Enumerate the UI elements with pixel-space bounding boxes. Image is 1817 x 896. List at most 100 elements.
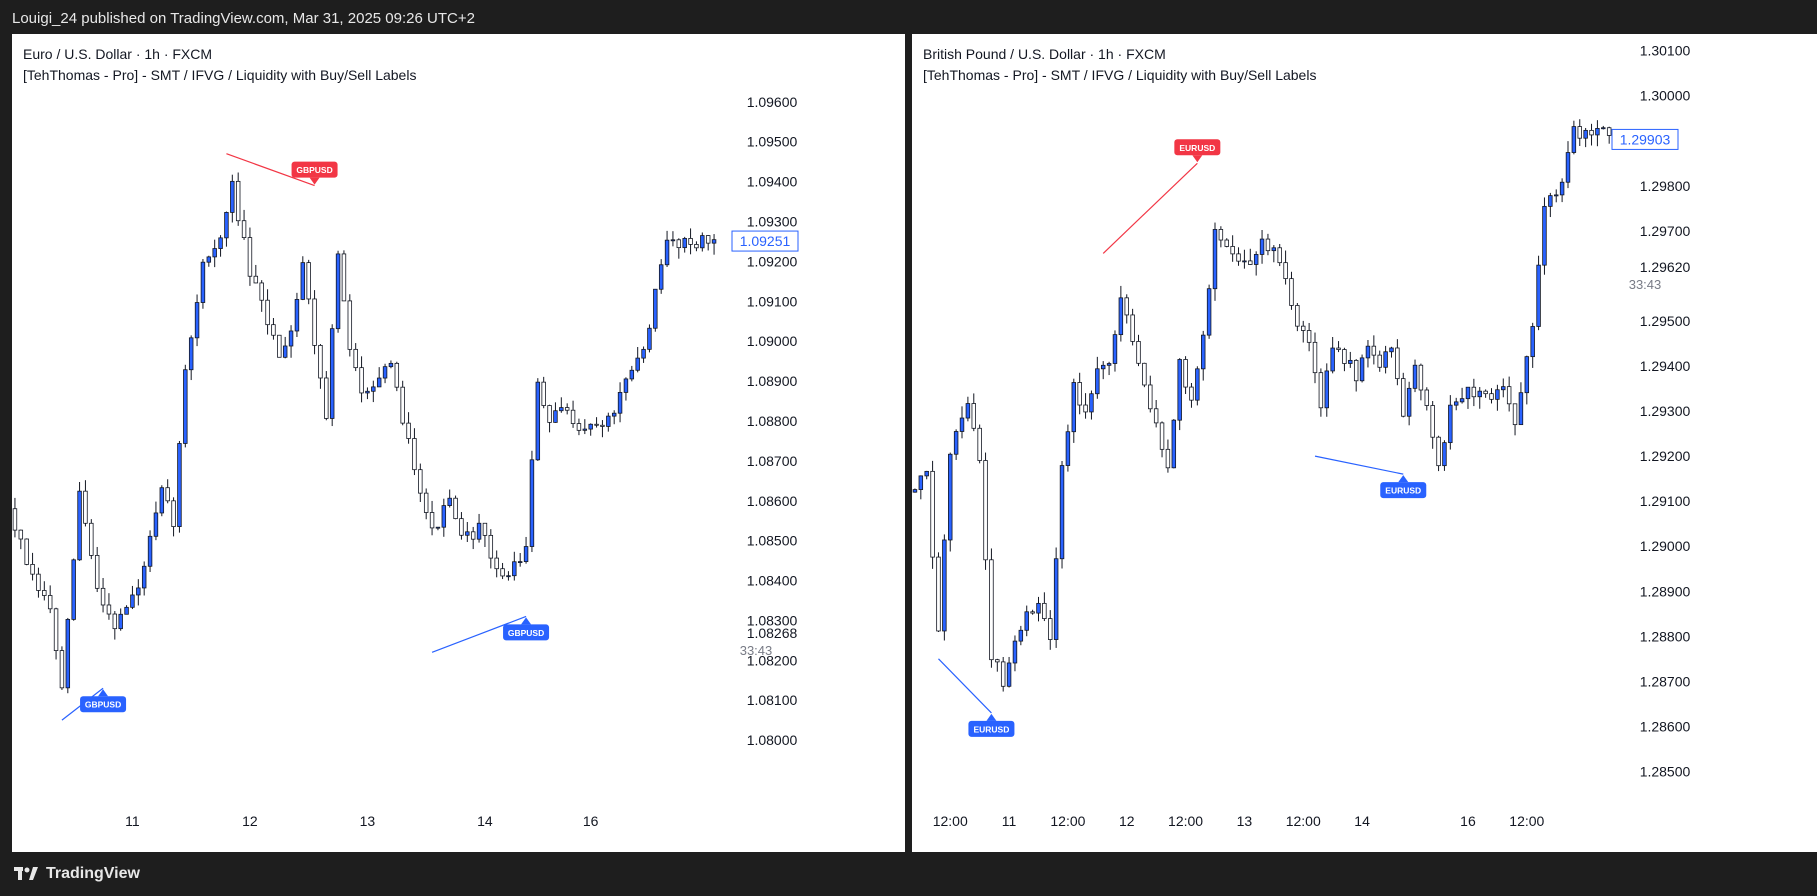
candle-down	[112, 613, 118, 630]
candle-up	[653, 288, 658, 329]
candle-down	[688, 238, 693, 245]
candle-down	[341, 253, 347, 302]
candle-down	[1353, 359, 1359, 382]
candle-up	[1442, 442, 1447, 467]
candle-up	[1106, 363, 1112, 366]
y-tick-label: 1.09200	[747, 253, 798, 269]
candle-down	[353, 348, 358, 369]
countdown-timer: 33:43	[740, 643, 773, 658]
candle-down	[995, 659, 1000, 663]
candle-down	[100, 587, 106, 606]
candle-down	[1159, 422, 1165, 450]
candle-up	[329, 328, 335, 419]
y-tick-label: 1.08000	[747, 732, 798, 748]
chart-panel-eurusd[interactable]: Euro / U.S. Dollar · 1h · FXCM [TehThoma…	[12, 34, 905, 852]
y-tick-label: 1.09600	[747, 94, 798, 110]
y-tick-label: 1.28600	[1640, 718, 1691, 734]
candle-up	[1383, 351, 1388, 368]
tradingview-brand[interactable]: TradingView	[46, 865, 140, 882]
candle-down	[347, 300, 353, 350]
candle-up	[948, 453, 953, 541]
y-tick-label: 1.09100	[747, 293, 798, 309]
y-tick-label: 1.29500	[1640, 313, 1691, 329]
candle-up	[664, 239, 670, 266]
smt-label-text: GBPUSD	[85, 700, 121, 710]
candle-down	[394, 362, 400, 388]
candle-down	[265, 299, 270, 326]
y-tick-label: 1.29700	[1640, 223, 1691, 239]
candle-down	[971, 403, 976, 429]
candle-up	[942, 539, 947, 632]
candle-down	[423, 492, 429, 513]
price-tag-text: 1.29903	[1620, 131, 1671, 147]
candle-up	[629, 369, 635, 380]
smt-label-pointer	[1398, 475, 1409, 483]
candle-down	[1471, 386, 1477, 398]
candle-up	[535, 381, 541, 461]
x-tick-label: 11	[1002, 813, 1017, 829]
candle-down	[1295, 305, 1300, 327]
y-tick-label: 1.29100	[1640, 493, 1691, 509]
eurusd-chart-canvas[interactable]: 1.09600 1.09500 1.09400 1.09300 1.09200 1.091…	[12, 34, 905, 852]
candle-up	[512, 561, 517, 577]
price-tag-text: 1.09251	[740, 233, 791, 249]
gbpusd-chart-canvas[interactable]: 1.30100 1.30000 1.29800 1.29700 1.29620 1.295…	[912, 34, 1817, 852]
candle-down	[482, 522, 488, 536]
candle-up	[1201, 334, 1206, 370]
candle-up	[1365, 345, 1371, 359]
smt-label-pointer	[986, 713, 997, 721]
candle-up	[365, 390, 370, 394]
candle-up	[141, 565, 147, 589]
candle-up	[1242, 260, 1247, 263]
candle-up	[658, 264, 664, 290]
candle-down	[1148, 384, 1153, 410]
countdown-price-label: 1.08268	[747, 625, 798, 641]
tradingview-logo-icon[interactable]	[14, 866, 40, 882]
candle-down	[494, 557, 499, 570]
candle-down	[1424, 389, 1430, 406]
candle-down	[488, 534, 494, 559]
candle-up	[1530, 326, 1535, 358]
candle-down	[1248, 260, 1253, 265]
candle-down	[1277, 247, 1282, 264]
candle-down	[47, 595, 53, 610]
candle-down	[1083, 404, 1088, 413]
candle-up	[1477, 390, 1482, 398]
candle-down	[676, 239, 682, 249]
x-tick-label: 16	[1460, 813, 1476, 829]
smt-line	[431, 615, 527, 653]
smt-label-text: EURUSD	[1385, 486, 1421, 496]
x-tick-label: 12	[242, 813, 258, 829]
candle-up	[1177, 359, 1182, 421]
candle-up	[371, 386, 376, 392]
smt-label-pointer	[521, 617, 532, 625]
candle-up	[1118, 297, 1124, 336]
candle-up	[1524, 356, 1530, 394]
candle-down	[36, 573, 41, 591]
candle-up	[1018, 629, 1024, 642]
symbol-title[interactable]: British Pound / U.S. Dollar · 1h · FXCM	[923, 46, 1166, 62]
candle-down	[470, 531, 476, 540]
symbol-title[interactable]: Euro / U.S. Dollar · 1h · FXCM	[23, 46, 213, 62]
candle-down	[271, 324, 276, 336]
indicator-title[interactable]: [TehThomas - Pro] - SMT / IFVG / Liquidi…	[23, 67, 417, 83]
candle-down	[1224, 239, 1229, 247]
candle-up	[230, 180, 235, 213]
indicator-title[interactable]: [TehThomas - Pro] - SMT / IFVG / Liquidi…	[923, 67, 1317, 83]
candle-up	[711, 239, 717, 244]
candle-up	[206, 256, 212, 263]
x-tick-label: 13	[360, 813, 376, 829]
candle-up	[623, 378, 629, 393]
y-tick-label: 1.29400	[1640, 358, 1691, 374]
candle-down	[1165, 448, 1171, 469]
candle-up	[130, 594, 135, 608]
x-tick-label: 14	[1354, 813, 1370, 829]
candle-down	[1512, 403, 1518, 426]
chart-panel-gbpusd[interactable]: British Pound / U.S. Dollar · 1h · FXCM …	[912, 34, 1817, 852]
smt-label-box	[291, 161, 338, 178]
candle-up	[1212, 229, 1218, 290]
candle-up	[1465, 386, 1471, 400]
candle-down	[1336, 347, 1341, 350]
candle-up	[388, 362, 394, 368]
countdown-timer: 33:43	[1629, 277, 1662, 292]
